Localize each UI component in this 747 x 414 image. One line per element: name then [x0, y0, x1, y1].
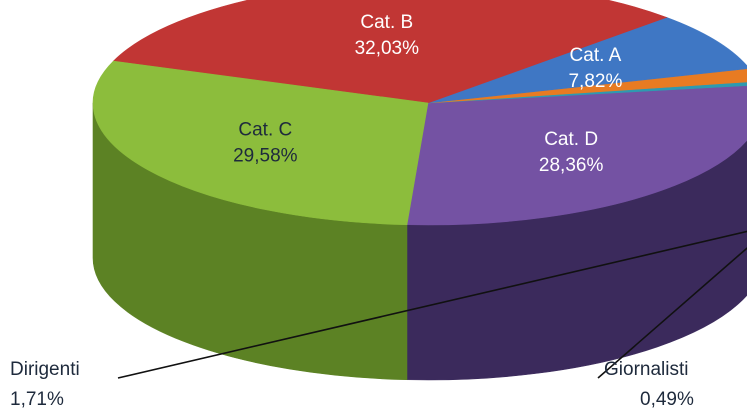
slice-label-dirigenti: Dirigenti [10, 359, 80, 380]
slice-label-giornalisti: Giornalisti [604, 359, 688, 380]
slice-value-cat-b: 32,03% [355, 38, 420, 59]
slice-label-cat-d: Cat. D [544, 129, 598, 150]
leader-line-dirigenti [117, 230, 747, 379]
slice-value-giornalisti: 0,49% [640, 389, 694, 410]
pie-slice-cat-c [92, 60, 429, 226]
slice-label-cat-b: Cat. B [360, 12, 413, 33]
slice-label-cat-a: Cat. A [570, 45, 622, 66]
slice-value-cat-a: 7,82% [568, 71, 622, 92]
leader-line-giornalisti [597, 247, 747, 379]
pie-sides [92, 102, 747, 381]
slice-value-cat-c: 29,58% [233, 146, 298, 167]
pie-slice-cat-a [427, 17, 747, 104]
slice-label-cat-c: Cat. C [238, 120, 292, 141]
pie-tops [92, 0, 747, 226]
pie-slice-cat-d [406, 85, 747, 226]
slice-value-cat-d: 28,36% [539, 155, 604, 176]
slice-value-dirigenti: 1,71% [10, 389, 64, 410]
pie-labels: Cat. D 28,36% Giornalisti 0,49% Dirigenti 1,7… [10, 12, 747, 410]
pie-slice-cat-b [112, 0, 668, 104]
